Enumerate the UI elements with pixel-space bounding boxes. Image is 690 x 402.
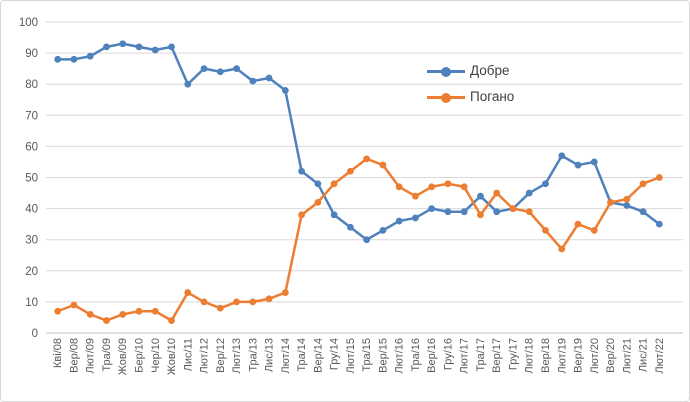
svg-text:50: 50 (25, 173, 38, 185)
svg-text:Вер/18: Вер/18 (540, 338, 552, 373)
svg-text:Лют/22: Лют/22 (654, 338, 666, 374)
series-Погано (54, 155, 663, 324)
series-Добре (54, 40, 663, 244)
svg-text:Лис/21: Лис/21 (638, 338, 650, 372)
legend-label-dobre: Добре (470, 63, 510, 78)
svg-text:80: 80 (25, 79, 38, 91)
svg-text:20: 20 (25, 266, 38, 278)
svg-text:Тра/14: Тра/14 (296, 338, 308, 372)
svg-text:60: 60 (25, 141, 38, 153)
legend-label-pohano: Погано (470, 89, 515, 104)
svg-text:Кві/08: Кві/08 (52, 338, 64, 368)
svg-text:Лют/09: Лют/09 (85, 338, 97, 374)
legend-item-dobre: Добре (427, 61, 514, 81)
svg-text:Гру/17: Гру/17 (507, 338, 519, 370)
legend-item-pohano: Погано (427, 87, 514, 107)
svg-text:Вер/12: Вер/12 (215, 338, 227, 373)
svg-text:70: 70 (25, 110, 38, 122)
svg-text:Вер/16: Вер/16 (426, 338, 438, 373)
svg-text:Вер/17: Вер/17 (491, 338, 503, 373)
svg-text:Лис/13: Лис/13 (264, 338, 276, 372)
svg-text:30: 30 (25, 235, 38, 247)
svg-text:Тра/15: Тра/15 (361, 338, 373, 372)
svg-text:Бер/10: Бер/10 (134, 338, 146, 373)
svg-text:40: 40 (25, 204, 38, 216)
svg-text:Вер/19: Вер/19 (573, 338, 585, 373)
svg-text:Чер/10: Чер/10 (150, 338, 162, 373)
svg-text:Лют/16: Лют/16 (394, 338, 406, 374)
legend-line-marker-swatch-pohano (427, 92, 465, 103)
svg-text:Вер/08: Вер/08 (68, 338, 80, 373)
svg-text:Тра/16: Тра/16 (410, 338, 422, 372)
svg-text:Тра/13: Тра/13 (247, 338, 259, 372)
chart-legend: Добре Погано (427, 61, 514, 107)
legend-marker-dot-icon (441, 66, 451, 77)
svg-text:Тра/17: Тра/17 (475, 338, 487, 372)
svg-text:Гру/16: Гру/16 (442, 338, 454, 370)
y-axis-tick-labels: 0 10 20 30 40 50 60 70 80 90 100 (19, 17, 38, 340)
gridlines (46, 21, 683, 334)
svg-text:Лют/17: Лют/17 (459, 338, 471, 374)
svg-text:Жов/09: Жов/09 (117, 338, 129, 375)
legend-line-marker-swatch-dobre (427, 66, 465, 77)
svg-text:Лют/19: Лют/19 (556, 338, 568, 374)
svg-text:Лют/21: Лют/21 (621, 338, 633, 374)
svg-text:Гру/14: Гру/14 (329, 338, 341, 370)
svg-text:Лют/18: Лют/18 (524, 338, 536, 374)
svg-text:Лют/20: Лют/20 (589, 338, 601, 374)
legend-marker-dot-icon (441, 92, 451, 103)
svg-text:100: 100 (19, 17, 38, 29)
svg-text:Лис/11: Лис/11 (182, 338, 194, 371)
svg-text:Лют/13: Лют/13 (231, 338, 243, 374)
svg-text:Лют/15: Лют/15 (345, 338, 357, 374)
svg-text:90: 90 (25, 48, 38, 60)
svg-text:Лют/12: Лют/12 (199, 338, 211, 374)
svg-text:0: 0 (32, 328, 38, 340)
svg-text:10: 10 (25, 297, 38, 309)
svg-text:Вер/15: Вер/15 (377, 338, 389, 373)
svg-text:Жов/10: Жов/10 (166, 338, 178, 375)
x-axis-tick-labels: Кві/08 Вер/08 Лют/09 Тра/09 Жов/09 Бер/10 Чер/… (52, 338, 666, 375)
svg-text:Лют/14: Лют/14 (280, 338, 292, 374)
svg-text:Тра/09: Тра/09 (101, 338, 113, 372)
svg-text:Вер/20: Вер/20 (605, 338, 617, 373)
svg-text:Вер/14: Вер/14 (312, 338, 324, 373)
